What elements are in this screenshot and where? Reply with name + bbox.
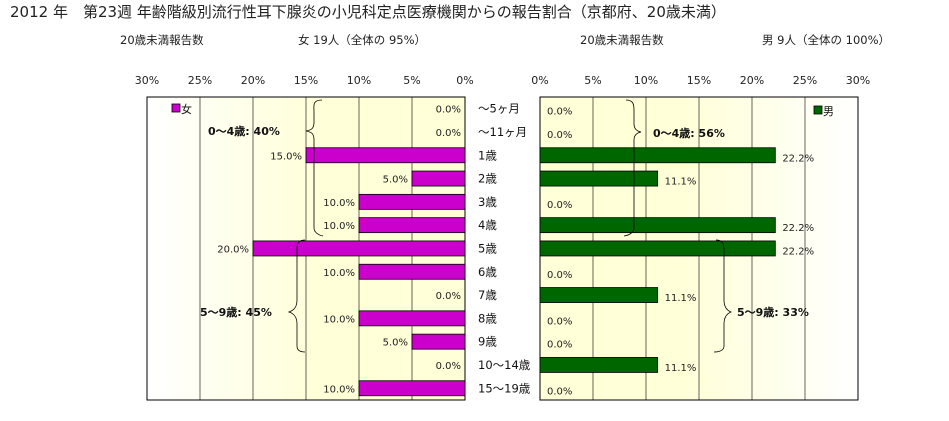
left-legend: 女 [171, 102, 192, 116]
male-data-label: 0.0% [547, 200, 572, 211]
legend-swatch-female [171, 103, 181, 113]
left-group-label-0-4: 0～4歳: 40% [208, 124, 280, 138]
right-group-label-5-9: 5～9歳: 33% [737, 305, 809, 319]
male-data-label: 0.0% [547, 340, 572, 351]
right-brace-0-4 [623, 99, 642, 237]
category-label: 7歳 [478, 288, 497, 302]
category-label: ～5ヶ月 [478, 102, 520, 116]
right-x-tick-label: 25% [793, 74, 817, 87]
female-data-label: 0.0% [436, 128, 461, 139]
male-data-label: 22.2% [782, 246, 814, 257]
male-data-label: 0.0% [547, 270, 572, 281]
male-bar [539, 147, 776, 164]
category-label: 1歳 [478, 148, 497, 162]
female-bar [358, 310, 466, 327]
female-data-label: 10.0% [323, 314, 355, 325]
female-data-label: 5.0% [383, 338, 408, 349]
legend-label-male: 男 [823, 105, 834, 118]
legend-swatch-male [813, 105, 823, 115]
female-data-label: 0.0% [436, 105, 461, 116]
left-brace-0-4 [305, 99, 324, 237]
right-x-tick-label: 15% [687, 74, 711, 87]
category-label: 2歳 [478, 172, 497, 186]
male-data-label: 11.1% [665, 177, 697, 188]
category-label: 6歳 [478, 265, 497, 279]
male-data-label: 11.1% [665, 363, 697, 374]
female-data-label: 0.0% [436, 361, 461, 372]
female-bar [411, 170, 466, 187]
male-bar [539, 240, 776, 257]
chart-title: 2012 年 第23週 年齢階級別流行性耳下腺炎の小児科定点医療機関からの報告割… [10, 3, 726, 21]
male-data-label: 22.2% [782, 223, 814, 234]
category-label: 5歳 [478, 241, 497, 255]
female-bar [358, 217, 466, 234]
male-data-label: 0.0% [547, 130, 572, 141]
left-x-tick-label: 25% [188, 74, 212, 87]
right-group-label-0-4: 0～4歳: 56% [653, 126, 725, 140]
female-bar [305, 147, 466, 164]
left-group-label-5-9: 5～9歳: 45% [200, 305, 272, 319]
category-label: 9歳 [478, 335, 497, 349]
left-x-tick-label: 15% [294, 74, 318, 87]
right-x-tick-label: 20% [740, 74, 764, 87]
male-data-label: 22.2% [782, 153, 814, 164]
category-label: 15～19歳 [478, 381, 531, 395]
category-label: 3歳 [478, 195, 497, 209]
female-data-label: 20.0% [217, 244, 249, 255]
female-bar [358, 263, 466, 280]
left-x-tick-label: 30% [135, 74, 159, 87]
male-bar [539, 217, 776, 234]
female-bar [252, 240, 466, 257]
male-data-label: 0.0% [547, 386, 572, 397]
female-data-label: 15.0% [270, 151, 302, 162]
female-data-label: 0.0% [436, 291, 461, 302]
legend-label-female: 女 [181, 102, 192, 116]
right-legend: 男 [813, 105, 834, 118]
female-data-label: 10.0% [323, 384, 355, 395]
left-brace-5-9 [287, 239, 306, 353]
category-label: 10～14歳 [478, 358, 531, 372]
female-data-label: 10.0% [323, 221, 355, 232]
category-label: 8歳 [478, 311, 497, 325]
female-bar [411, 333, 466, 350]
category-label: 4歳 [478, 218, 497, 232]
female-data-label: 10.0% [323, 268, 355, 279]
male-data-label: 0.0% [547, 107, 572, 118]
right-summary: 男 9人（全体の 100%） [762, 33, 890, 47]
left-summary: 女 19人（全体の 95%） [298, 33, 426, 47]
right-brace-5-9 [713, 239, 733, 353]
female-data-label: 5.0% [383, 175, 408, 186]
left-subtitle: 20歳未満報告数 [120, 33, 204, 47]
left-x-tick-label: 0% [456, 74, 473, 87]
male-data-label: 0.0% [547, 316, 572, 327]
female-bar [358, 193, 466, 210]
left-x-tick-label: 20% [241, 74, 265, 87]
right-x-tick-label: 0% [531, 74, 548, 87]
female-bar [358, 380, 466, 397]
right-x-tick-label: 30% [846, 74, 870, 87]
male-bar [539, 170, 659, 187]
left-x-tick-label: 10% [347, 74, 371, 87]
male-bar [539, 357, 659, 373]
right-x-tick-label: 10% [634, 74, 658, 87]
female-data-label: 10.0% [323, 198, 355, 209]
male-data-label: 11.1% [665, 293, 697, 304]
right-subtitle: 20歳未満報告数 [580, 33, 664, 47]
category-label: ～11ヶ月 [478, 125, 527, 139]
left-x-tick-label: 5% [403, 74, 420, 87]
male-bar [539, 287, 659, 303]
right-x-tick-label: 5% [584, 74, 601, 87]
